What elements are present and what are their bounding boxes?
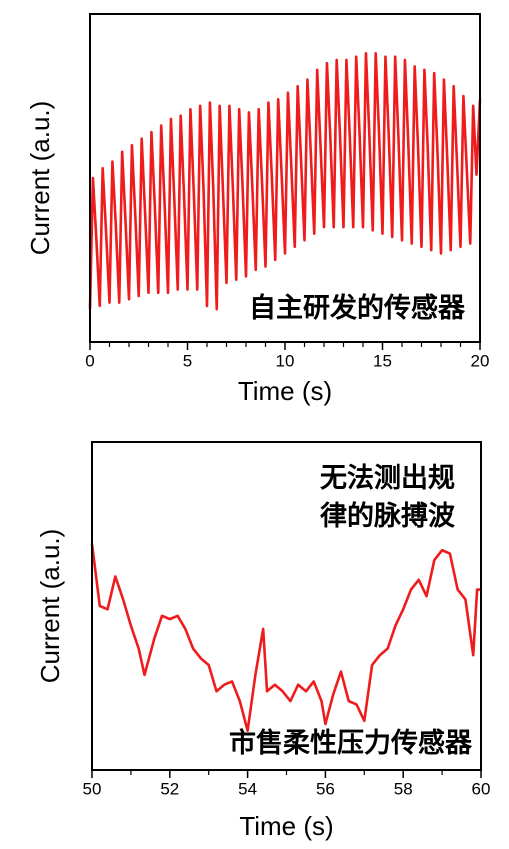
x-tick-label: 58: [394, 779, 413, 798]
annotation: 律的脉搏波: [320, 500, 456, 531]
data-line: [90, 543, 481, 732]
annotation: 自主研发的传感器: [249, 292, 466, 323]
annotation: 市售柔性压力传感器: [229, 727, 473, 758]
x-tick-label: 60: [472, 779, 491, 798]
x-tick-label: 10: [276, 351, 295, 370]
y-axis-title: Current (a.u.): [35, 529, 65, 684]
y-axis-title: Current (a.u.): [25, 101, 55, 256]
x-tick-label: 20: [471, 351, 490, 370]
x-tick-label: 50: [83, 779, 102, 798]
x-tick-label: 15: [373, 351, 392, 370]
annotation: 无法测出规: [320, 463, 455, 493]
x-tick-label: 0: [85, 351, 94, 370]
data-line: [88, 52, 482, 311]
x-axis-title: Time (s): [239, 811, 333, 841]
x-tick-label: 5: [183, 351, 192, 370]
x-axis-title: Time (s): [238, 376, 332, 406]
x-tick-label: 52: [160, 779, 179, 798]
x-tick-label: 54: [238, 779, 257, 798]
x-tick-label: 56: [316, 779, 335, 798]
